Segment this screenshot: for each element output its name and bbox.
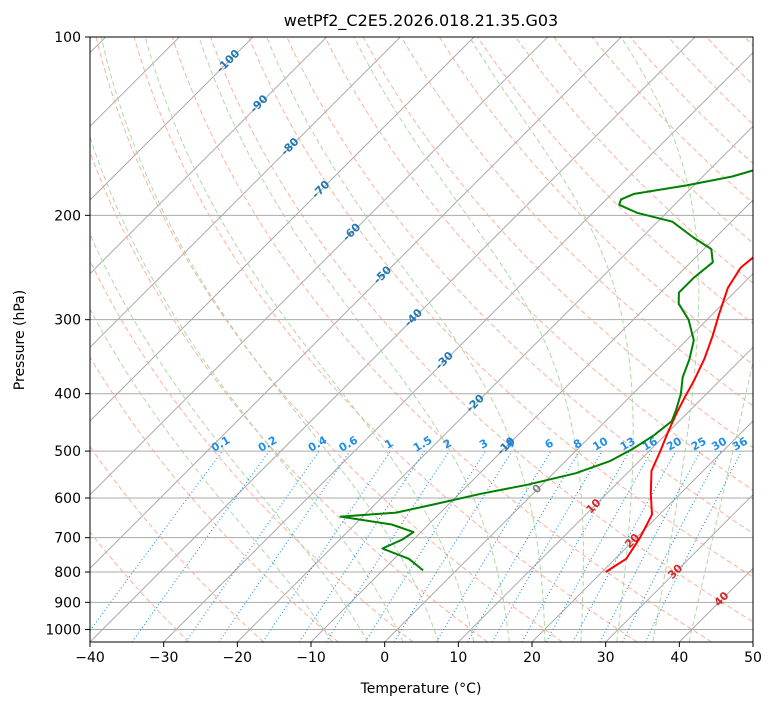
dry-adiabat-line [324,37,753,491]
dry-adiabat-line [362,37,753,449]
dry-adiabat-line [477,37,753,325]
moist-adiabat-line [620,37,700,642]
isotherm-line [752,641,753,642]
dry-adiabat-line [286,37,753,534]
mixing-ratio-labels: 0.1 0.2 0.4 0.6 1 1.5 2 3 4 6 8 10 13 16 20 25 30 36 [209,433,750,454]
isotherm-line [605,493,753,642]
dry-adiabat-line [90,356,339,642]
moist-adiabat-line [100,37,439,642]
y-tick-label: 1000 [45,622,81,638]
isotherm-line [90,37,254,201]
moist-adiabat-line [266,37,546,642]
x-tick-label: −10 [296,650,326,666]
dry-adiabat-line [95,37,563,642]
chart-title: wetPf2_C2E5.2026.018.21.35.G03 [284,11,558,31]
mixing-ratio-line [364,450,486,642]
mixing-ratio-line [545,450,653,642]
dry-adiabat-line [210,37,753,623]
moist-adiabat-line [90,232,369,642]
isotherm-line [90,37,328,275]
y-tick-label: 100 [54,30,81,46]
dry-adiabat-line [248,37,753,578]
y-tick-label: 200 [54,208,81,224]
isotherm-line [90,37,401,349]
isotherm-line [90,37,622,570]
mixing-ratio-line [131,450,270,642]
dry-adiabat-line [90,531,190,642]
moist-adiabat-line [198,37,510,642]
x-axis-ticks: −40 −30 −20 −10 0 10 20 30 40 50 [75,642,762,666]
y-axis-label: Pressure (hPa) [12,290,28,390]
dry-adiabat-line [591,37,753,204]
plot-frame [89,36,754,643]
dry-adiabat-line [90,259,414,642]
x-tick-label: −40 [75,650,105,666]
y-tick-label: 300 [54,313,81,329]
mixing-ratio-line [599,450,701,642]
plot-area: -100-90-80-70-60-50-40-30-20-100 0.1 0.2 0… [89,36,754,643]
isotherm-line [90,37,475,422]
moist-adiabat-line [144,37,475,642]
sounding-traces [339,169,753,573]
mixing-ratio-line [572,450,677,642]
x-tick-label: 50 [744,650,762,666]
isotherm-line [90,37,549,496]
moist-adiabat-line [90,135,404,642]
y-tick-label: 900 [54,595,81,611]
y-tick-label: 600 [54,491,81,507]
y-tick-label: 500 [54,444,81,460]
isotherm-line [236,125,753,642]
isotherm-line [531,420,753,642]
x-tick-label: 40 [670,650,688,666]
dry-adiabat-line [90,150,488,642]
temperature-profile-line [605,256,753,573]
x-tick-label: 10 [449,650,467,666]
isotherm-line [90,37,696,642]
mixing-ratio-line [644,450,743,642]
x-axis-label: Temperature (°C) [360,681,482,697]
mixing-ratio-line [521,450,630,642]
y-axis-ticks: 100 200 300 400 500 600 700 800 900 1000 [45,30,90,638]
mixing-ratio-line [218,450,351,642]
moist-adiabat-line [90,308,333,642]
dry-adiabat-line [400,37,753,407]
mixing-ratio-line [90,450,223,632]
dry-adiabat-line [438,37,753,366]
plot-background [90,37,753,642]
dry-adiabat-line [553,37,753,244]
isotherm-line [457,346,753,642]
x-tick-label: −30 [149,650,179,666]
isotherm-line [163,51,753,642]
mixing-ratio-line [185,450,320,642]
x-tick-label: 20 [523,650,541,666]
y-tick-label: 800 [54,565,81,581]
dry-adiabat-line [133,37,638,642]
y-tick-label: 400 [54,387,81,403]
background-lines [90,37,753,642]
x-tick-label: −20 [223,650,253,666]
dry-adiabat-line [171,37,712,642]
mixing-ratio-line [621,450,722,642]
x-tick-label: 30 [597,650,615,666]
x-tick-label: 0 [380,650,389,666]
dewpoint-profile-line [339,169,753,572]
isotherm-line [384,272,753,642]
y-tick-label: 700 [54,531,81,547]
moist-adiabat-line [469,37,634,642]
moist-adiabat-line [353,37,584,642]
mixing-ratio-line [325,450,450,642]
moist-adiabat-line [688,358,753,642]
